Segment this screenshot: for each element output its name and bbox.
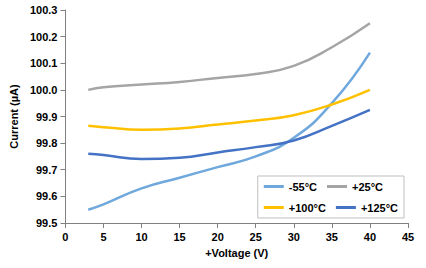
svg-text:15: 15 bbox=[173, 231, 185, 243]
svg-text:40: 40 bbox=[364, 231, 376, 243]
svg-text:99.6: 99.6 bbox=[36, 190, 57, 202]
svg-text:5: 5 bbox=[100, 231, 106, 243]
svg-text:99.8: 99.8 bbox=[36, 137, 57, 149]
svg-text:+Voltage (V): +Voltage (V) bbox=[205, 247, 268, 259]
svg-text:Current (µA): Current (µA) bbox=[8, 84, 20, 149]
svg-text:100.0: 100.0 bbox=[30, 84, 58, 96]
svg-text:99.5: 99.5 bbox=[36, 217, 57, 229]
svg-text:10: 10 bbox=[135, 231, 147, 243]
svg-text:+100°C: +100°C bbox=[289, 202, 326, 214]
svg-text:0: 0 bbox=[62, 231, 68, 243]
svg-text:+125°C: +125°C bbox=[361, 202, 398, 214]
svg-text:99.7: 99.7 bbox=[36, 164, 57, 176]
svg-text:99.9: 99.9 bbox=[36, 111, 57, 123]
svg-text:30: 30 bbox=[288, 231, 300, 243]
svg-text:+25°C: +25°C bbox=[352, 181, 383, 193]
svg-text:100.3: 100.3 bbox=[30, 4, 58, 16]
svg-text:100.2: 100.2 bbox=[30, 31, 58, 43]
svg-text:-55°C: -55°C bbox=[289, 181, 317, 193]
svg-text:20: 20 bbox=[212, 231, 224, 243]
svg-text:35: 35 bbox=[326, 231, 338, 243]
svg-text:100.1: 100.1 bbox=[30, 57, 58, 69]
svg-text:25: 25 bbox=[250, 231, 262, 243]
svg-text:45: 45 bbox=[402, 231, 414, 243]
